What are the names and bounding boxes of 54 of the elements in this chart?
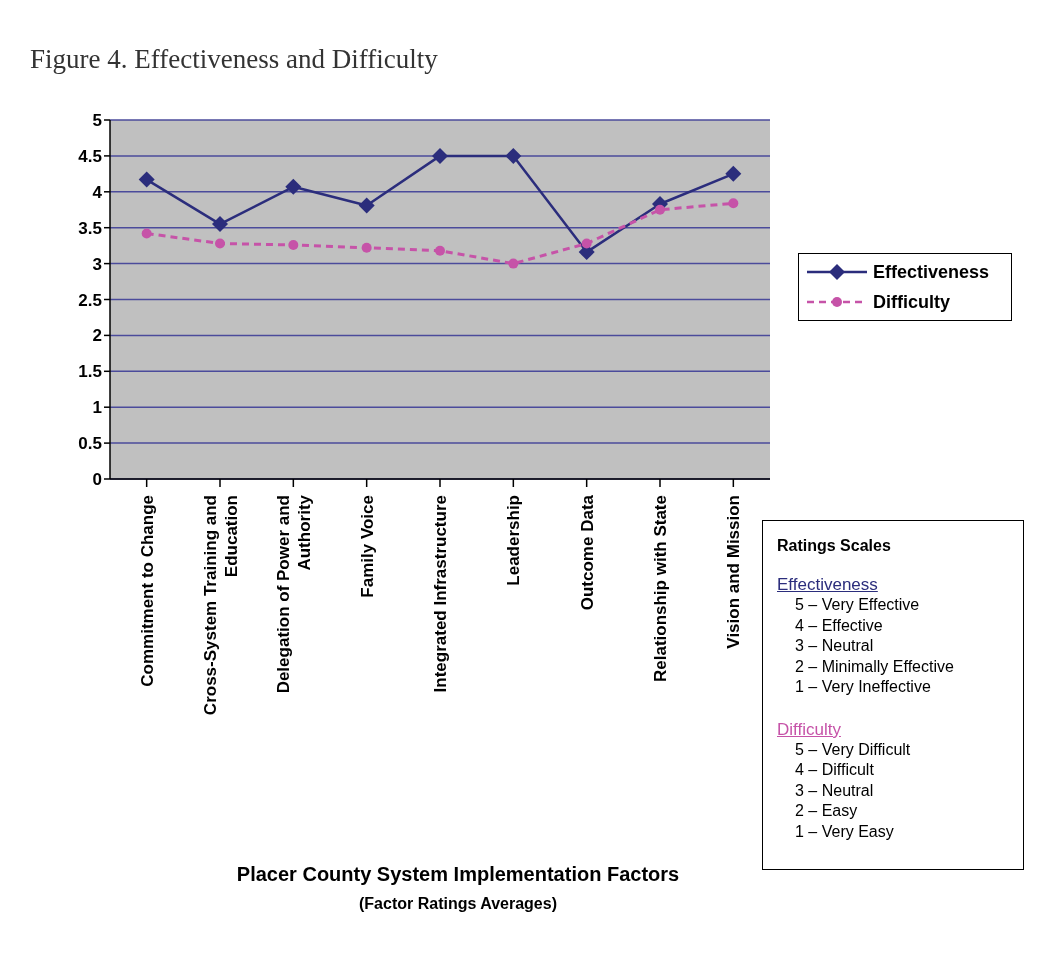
y-tick-label: 4.5 <box>78 146 102 166</box>
x-tick-label: Outcome Data <box>577 494 597 611</box>
point <box>581 238 592 249</box>
text: 3 – Neutral <box>794 780 875 801</box>
chart-title: Figure 4. Effectiveness and Difficulty <box>30 44 438 75</box>
x-tick-label: Relationship with State <box>651 495 670 683</box>
text: 5 – Very Effective <box>794 595 921 615</box>
y-tick-label: 3 <box>92 254 102 274</box>
text: 4 – Difficult <box>794 760 875 780</box>
point <box>655 204 665 215</box>
text: Placer County System Implementation Factors <box>235 863 681 886</box>
text: Effectiveness <box>777 575 879 595</box>
text: 3 – Neutral <box>794 636 875 656</box>
x-tick-label: Integrated Infrastructure <box>431 495 450 693</box>
point <box>141 228 152 239</box>
point <box>728 198 739 209</box>
text: 5 – Very Difficult <box>794 739 912 760</box>
y-tick-label: 2.5 <box>78 290 102 310</box>
point <box>288 239 299 250</box>
point <box>361 242 372 253</box>
text: Ratings Scales <box>777 537 892 555</box>
point <box>725 165 742 182</box>
y-tick-label: 0 <box>92 470 102 490</box>
y-tick-label: 3.5 <box>78 218 102 238</box>
text: 4 – Effective <box>794 615 884 636</box>
text: 1 – Very Easy <box>794 821 895 842</box>
point <box>508 258 519 269</box>
point <box>435 245 445 256</box>
text: 2 – Easy <box>794 801 859 821</box>
legend-label: Effectiveness <box>873 261 990 283</box>
legend-label: Difficulty <box>873 291 951 313</box>
point <box>432 147 448 164</box>
y-tick-label: 5 <box>92 111 102 131</box>
point <box>358 197 375 214</box>
text: 2 – Minimally Effective <box>794 656 955 677</box>
text: Difficulty <box>777 719 842 740</box>
point <box>138 171 155 188</box>
point <box>212 216 228 233</box>
y-tick-label: 0.5 <box>78 434 102 454</box>
point <box>505 147 522 164</box>
y-tick-label: 1.5 <box>78 362 102 382</box>
x-tick-label: Delegation of Power and Authority <box>274 494 315 694</box>
text: 1 – Very Ineffective <box>794 677 932 697</box>
point <box>215 238 225 249</box>
y-tick-label: 4 <box>92 182 103 202</box>
text: (Factor Ratings Averages) <box>358 895 558 913</box>
x-tick-label: Leadership <box>504 495 524 586</box>
y-tick-label: 1 <box>92 398 102 418</box>
y-tick-label: 2 <box>92 326 102 346</box>
point <box>285 178 302 195</box>
x-tick-label: Cross-System Training and Education <box>201 495 241 716</box>
x-tick-label: Vision and Mission <box>724 495 744 649</box>
x-tick-label: Family Voice <box>357 495 377 598</box>
x-tick-label: Commitment to Change <box>137 495 157 687</box>
